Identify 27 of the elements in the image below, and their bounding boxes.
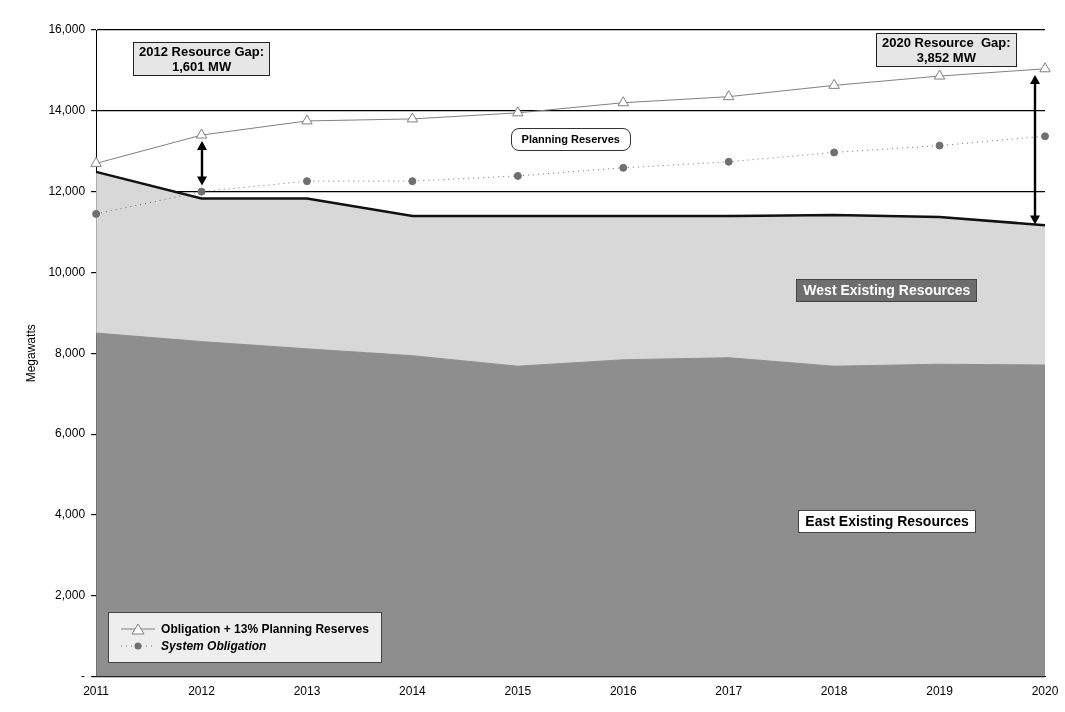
y-tick-label: 2,000 [55, 588, 86, 603]
y-tick-label: 16,000 [48, 22, 86, 37]
series-label: West Existing Resources [796, 279, 978, 303]
x-tick-label: 2019 [926, 684, 954, 699]
x-tick-label: 2015 [504, 684, 532, 699]
y-tick-label: 4,000 [55, 507, 86, 522]
y-tick-label: 6,000 [55, 426, 86, 441]
annotation: 2012 Resource Gap: 1,601 MW [133, 42, 271, 76]
x-tick-label: 2016 [609, 684, 637, 699]
y-tick-label: - [81, 668, 86, 683]
y-tick-label: 12,000 [48, 183, 86, 198]
series-label: East Existing Resources [798, 509, 976, 533]
legend-label: System Obligation [161, 638, 267, 653]
y-axis-title: Megawatts [23, 324, 38, 383]
x-tick-label: 2017 [715, 684, 743, 699]
x-tick-label: 2018 [820, 684, 848, 699]
x-tick-label: 2020 [1031, 684, 1059, 699]
annotation: Planning Reserves [510, 127, 631, 151]
x-tick-label: 2013 [293, 684, 321, 699]
x-tick-label: 2014 [399, 684, 427, 699]
y-tick-label: 14,000 [48, 103, 86, 118]
y-tick-label: 8,000 [55, 345, 86, 360]
y-tick-label: 10,000 [48, 264, 86, 279]
legend-label: Obligation + 13% Planning Reserves [161, 621, 369, 636]
x-tick-label: 2012 [188, 684, 216, 699]
annotation: 2020 Resource Gap: 3,852 MW [876, 33, 1017, 67]
x-tick-label: 2011 [83, 684, 110, 699]
